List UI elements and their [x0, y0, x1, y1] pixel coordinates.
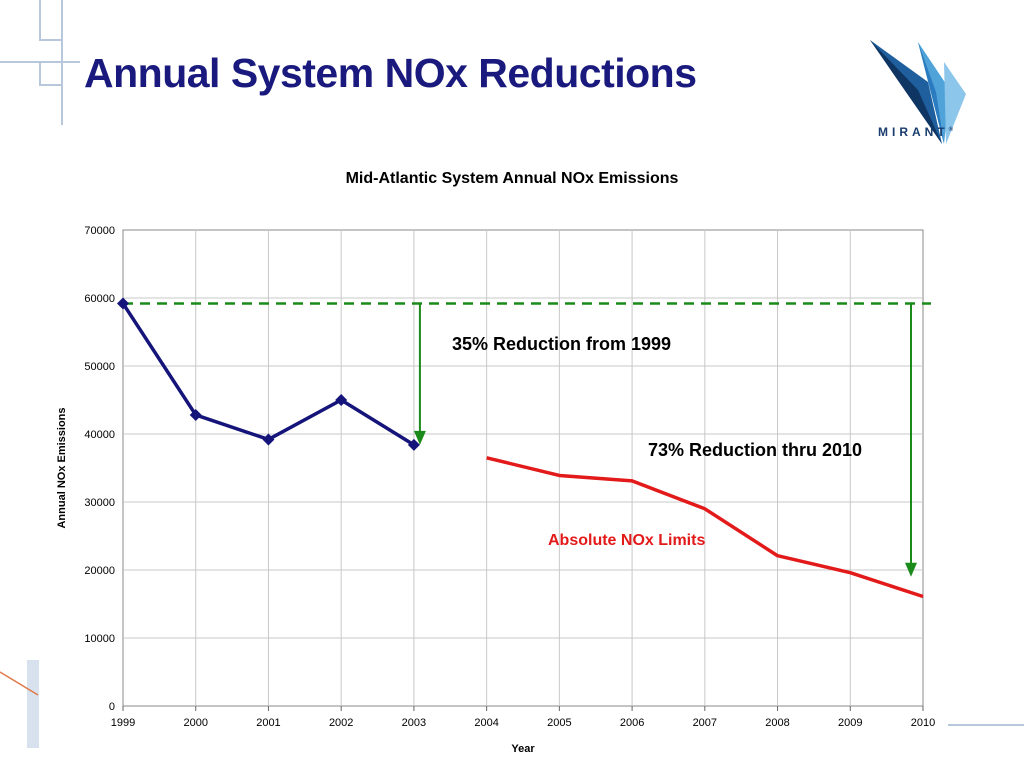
data-point-1999: [117, 297, 129, 310]
y-axis-label: Annual NOx Emissions: [56, 407, 68, 528]
x-tick-label: 2003: [402, 717, 426, 729]
x-tick-label: 2007: [693, 717, 717, 729]
logo-wordmark: MIRANT®: [878, 125, 978, 139]
reduction-arrow-head: [413, 430, 426, 445]
data-point-2002: [335, 394, 348, 406]
y-tick-label: 40000: [84, 429, 115, 441]
decor-line: [39, 62, 62, 86]
data-point-2001: [262, 433, 275, 446]
x-tick-label: 1999: [111, 717, 135, 729]
annotation-35-percent: 35% Reduction from 1999: [452, 334, 672, 354]
y-tick-label: 70000: [84, 225, 115, 237]
y-tick-label: 50000: [84, 361, 115, 373]
x-tick-label: 2008: [765, 717, 789, 729]
page-title: Annual System NOx Reductions: [84, 50, 697, 96]
x-tick-label: 2010: [911, 717, 935, 729]
annotation-73-percent: 73% Reduction thru 2010: [648, 440, 863, 460]
annotation-nox-limits: Absolute NOx Limits: [548, 532, 706, 549]
x-tick-label: 2006: [620, 717, 644, 729]
y-tick-label: 10000: [84, 633, 115, 645]
decor-bar: [27, 660, 39, 748]
y-tick-label: 20000: [84, 565, 115, 577]
x-tick-label: 2009: [838, 717, 862, 729]
chart-title: Mid-Atlantic System Annual NOx Emissions: [345, 170, 679, 187]
logo-name: MIRANT: [878, 125, 949, 139]
x-tick-label: 2001: [256, 717, 280, 729]
decor-line: [39, 0, 62, 41]
reduction-arrow-head: [905, 562, 917, 577]
mirant-logo-icon: [870, 40, 966, 144]
y-tick-label: 30000: [84, 497, 115, 509]
y-tick-label: 0: [109, 701, 115, 713]
x-tick-label: 2005: [547, 717, 571, 729]
x-tick-label: 2002: [329, 717, 353, 729]
logo-trademark: ®: [948, 127, 954, 133]
series-line-nox-limits: [486, 456, 924, 599]
x-tick-label: 2004: [474, 717, 498, 729]
data-point-2000: [189, 408, 202, 421]
x-axis-label: Year: [511, 743, 535, 755]
decor-line: [0, 671, 39, 696]
x-tick-label: 2000: [183, 717, 207, 729]
data-point-2003: [407, 438, 420, 451]
y-tick-label: 60000: [84, 293, 115, 305]
